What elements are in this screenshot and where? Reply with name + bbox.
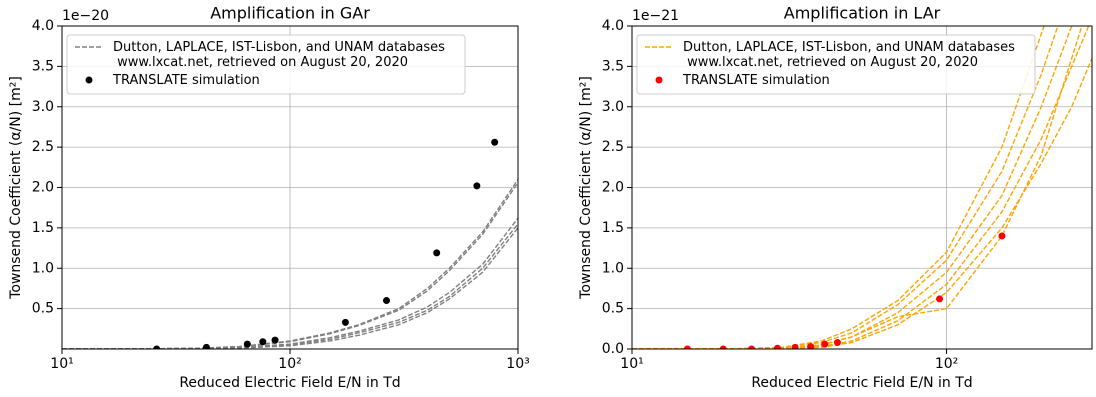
legend-swatch: [655, 76, 663, 84]
data-point: [153, 345, 161, 349]
x-tick-label: 10¹: [50, 356, 73, 372]
legend-label: TRANSLATE simulation: [682, 73, 830, 88]
data-point: [807, 343, 815, 349]
y-tick-label: 0.5: [602, 301, 624, 317]
y-tick-label: 2.0: [32, 180, 54, 196]
x-axis-label: Reduced Electric Field E/N in Td: [751, 375, 972, 391]
legend-line: www.lxcat.net, retrieved on August 20, 2…: [683, 55, 978, 70]
database-curve: [632, 26, 1045, 349]
axes-frame: [61, 25, 519, 350]
legend-label: Dutton, LAPLACE, IST-Lisbon, and UNAM da…: [113, 40, 445, 70]
legend-box: [66, 34, 466, 95]
legend-line: TRANSLATE simulation: [112, 73, 260, 88]
database-curve: [62, 227, 518, 349]
legend-line: TRANSLATE simulation: [682, 73, 830, 88]
y-tick-label: 3.5: [32, 58, 54, 74]
chart-title: Amplification in GAr: [210, 4, 370, 23]
y-tick-label: 1.5: [32, 220, 54, 236]
data-point: [202, 343, 210, 349]
legend-box: [636, 34, 1036, 95]
x-axis-label: Reduced Electric Field E/N in Td: [179, 375, 400, 391]
y-tick-label: 2.5: [32, 139, 54, 155]
y-tick-label: 2.5: [602, 139, 624, 155]
y-tick-label: 3.5: [602, 58, 624, 74]
y-tick-label: 3.0: [602, 99, 624, 115]
x-tick-label: 10²: [935, 356, 958, 372]
database-curve: [632, 58, 1092, 349]
y-tick-label: 0.0: [602, 341, 624, 357]
database-curve: [62, 182, 518, 349]
legend-line: Dutton, LAPLACE, IST-Lisbon, and UNAM da…: [113, 40, 445, 55]
legend-label: TRANSLATE simulation: [112, 73, 260, 88]
y-offset: 1e−21: [632, 8, 679, 24]
database-curve: [62, 179, 518, 349]
y-tick-label: 1.0: [602, 260, 624, 276]
legend: Dutton, LAPLACE, IST-Lisbon, and UNAM da…: [636, 34, 1036, 95]
data-point: [719, 345, 727, 349]
database-curve: [632, 26, 1083, 349]
legend-swatch: [85, 76, 93, 84]
database-curve: [62, 217, 518, 349]
y-tick-label: 0.5: [32, 301, 54, 317]
y-tick-label: 1.0: [32, 260, 54, 276]
chart-title: Amplification in LAr: [784, 4, 941, 23]
data-point: [683, 345, 691, 349]
data-point: [383, 297, 391, 305]
plot-area: [62, 138, 518, 349]
data-point: [998, 232, 1006, 240]
data-point: [833, 339, 841, 347]
panel: 10¹ 10² 10³ 0.5 1.0 1.5 2.0 2.5 3.0 3.5 4.0 Amplifi…: [8, 4, 530, 392]
data-point: [936, 295, 944, 303]
legend-line: www.lxcat.net, retrieved on August 20, 2…: [113, 55, 408, 70]
x-tick-label: 10²: [278, 356, 301, 372]
y-offset: 1e−20: [62, 8, 109, 24]
y-tick-label: 4.0: [32, 18, 54, 34]
database-curve: [632, 26, 1090, 349]
data-point: [243, 340, 251, 348]
database-curve: [632, 26, 1059, 349]
data-point: [821, 340, 829, 348]
data-point: [748, 345, 756, 349]
data-point: [433, 249, 441, 257]
y-axis-label: Townsend Coefficient (α/N) [m²]: [8, 76, 24, 300]
data-point: [271, 336, 279, 344]
legend-label: Dutton, LAPLACE, IST-Lisbon, and UNAM da…: [683, 40, 1015, 70]
data-point: [473, 182, 481, 190]
y-tick-label: 4.0: [602, 18, 624, 34]
y-tick-label: 1.5: [602, 220, 624, 236]
x-tick-label: 10³: [506, 356, 529, 372]
data-point: [773, 344, 781, 349]
x-tick-label: 10¹: [620, 356, 643, 372]
y-tick-label: 2.0: [602, 180, 624, 196]
data-point: [791, 343, 799, 349]
data-point: [491, 138, 499, 146]
axes-frame: [631, 25, 1093, 350]
database-curve: [62, 223, 518, 349]
plot-area: [632, 26, 1092, 349]
y-tick-label: 3.0: [32, 99, 54, 115]
panel: 10¹ 10² 0.0 0.5 1.0 1.5 2.0 2.5 3.0 3.5 4.0 Amplifi…: [578, 4, 1093, 391]
data-point: [341, 318, 349, 326]
database-curve: [632, 26, 1073, 349]
data-point: [259, 338, 267, 346]
y-axis-label: Townsend Coefficient (α/N) [m²]: [578, 76, 594, 300]
legend-line: Dutton, LAPLACE, IST-Lisbon, and UNAM da…: [683, 40, 1015, 55]
legend: Dutton, LAPLACE, IST-Lisbon, and UNAM da…: [66, 34, 466, 95]
